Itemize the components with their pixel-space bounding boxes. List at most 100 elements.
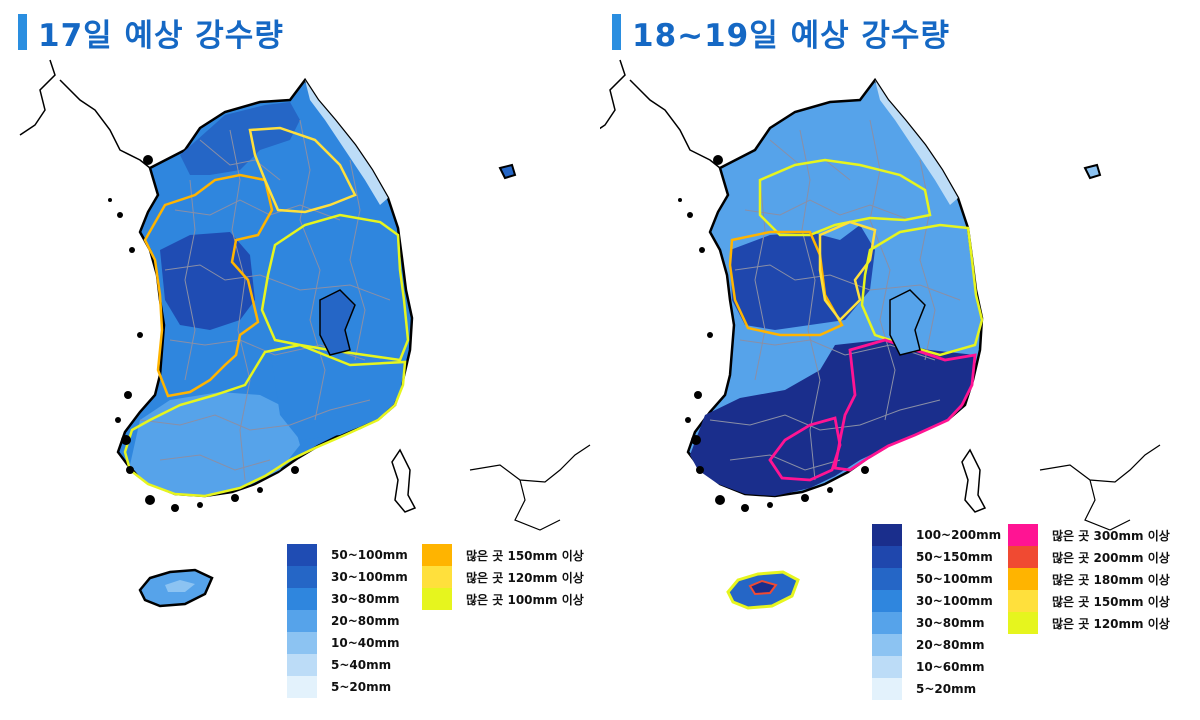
rainfall-map-day18-19 bbox=[600, 59, 1161, 610]
legend-swatch bbox=[287, 566, 317, 588]
legend-item: 많은 곳 180mm 이상 bbox=[1008, 568, 1170, 590]
district-boundaries bbox=[139, 119, 391, 481]
legend-swatch bbox=[1008, 568, 1038, 590]
panel-day17: 17일 예상 강수량 bbox=[18, 14, 591, 698]
japan-coastline-2 bbox=[469, 444, 591, 531]
legend-swatch bbox=[287, 544, 317, 566]
outline-120mm bbox=[248, 126, 357, 214]
legend-swatch bbox=[287, 676, 317, 698]
inland-lake bbox=[319, 289, 356, 356]
chungcheong-region bbox=[730, 225, 875, 330]
title-accent-bar bbox=[18, 14, 27, 50]
legend-label: 10~40mm bbox=[331, 636, 400, 650]
legend-swatch bbox=[872, 634, 902, 656]
ulleungdo-island bbox=[498, 163, 517, 180]
legend-swatch bbox=[872, 546, 902, 568]
legend-swatch bbox=[872, 590, 902, 612]
legend-label: 많은 곳 150mm 이상 bbox=[1052, 594, 1170, 609]
legend-item: 많은 곳 200mm 이상 bbox=[1008, 546, 1170, 568]
legend-label: 많은 곳 200mm 이상 bbox=[1052, 550, 1170, 565]
legend-label: 100~200mm bbox=[916, 528, 1002, 542]
legend-item: 5~20mm bbox=[872, 678, 977, 700]
legend-swatch bbox=[1008, 612, 1038, 634]
legend-swatch bbox=[422, 566, 452, 588]
ulleungdo-island bbox=[1083, 163, 1102, 180]
panel-title: 17일 예상 강수량 bbox=[38, 18, 284, 54]
district-boundaries bbox=[709, 119, 961, 481]
outline-120mm-east bbox=[860, 223, 984, 357]
jeju-outline-200mm bbox=[748, 579, 778, 596]
legend-label: 30~80mm bbox=[331, 592, 400, 606]
legend-label: 많은 곳 120mm 이상 bbox=[1052, 616, 1170, 631]
legend-item: 30~80mm bbox=[872, 612, 985, 634]
outline-150mm bbox=[143, 173, 274, 398]
legend-label: 10~60mm bbox=[916, 660, 985, 674]
coastal-islands bbox=[108, 155, 299, 512]
outline-100mm-south bbox=[123, 343, 407, 498]
legend-label: 5~20mm bbox=[916, 682, 977, 696]
northern-coastline bbox=[600, 59, 721, 169]
japan-coastline bbox=[391, 448, 417, 513]
legend-item: 10~40mm bbox=[287, 632, 400, 654]
legend-swatch bbox=[872, 656, 902, 678]
legend-item: 30~80mm bbox=[287, 588, 400, 610]
legend-swatch bbox=[287, 654, 317, 676]
gyeonggi-region bbox=[180, 102, 300, 175]
legend-label: 50~100mm bbox=[916, 572, 993, 586]
legend-item: 10~60mm bbox=[872, 656, 985, 678]
legend-item: 많은 곳 120mm 이상 bbox=[422, 566, 584, 588]
legend-swatch bbox=[287, 588, 317, 610]
legend-label: 많은 곳 180mm 이상 bbox=[1052, 572, 1170, 587]
japan-coastline-2 bbox=[1039, 444, 1161, 531]
legend-swatch bbox=[422, 544, 452, 566]
east-coast-strip bbox=[305, 80, 388, 205]
legend-swatch bbox=[1008, 546, 1038, 568]
legend-swatch bbox=[287, 632, 317, 654]
legend-item: 많은 곳 300mm 이상 bbox=[1008, 524, 1170, 546]
legend-item: 20~80mm bbox=[287, 610, 399, 632]
panel-day18-19: 18~19일 예상 강수량 bbox=[600, 0, 1200, 720]
outline-120mm-north bbox=[758, 158, 932, 237]
legend-label: 20~80mm bbox=[916, 638, 985, 652]
legend-label: 많은 곳 120mm 이상 bbox=[466, 570, 584, 585]
jeju-center bbox=[165, 580, 195, 592]
northern-coastline bbox=[19, 59, 151, 169]
legend-item: 많은 곳 150mm 이상 bbox=[1008, 590, 1170, 612]
legend-swatch bbox=[872, 568, 902, 590]
legend-label: 50~150mm bbox=[916, 550, 993, 564]
japan-coastline bbox=[961, 448, 987, 513]
legend-swatch bbox=[872, 678, 902, 700]
legend-label: 5~20mm bbox=[331, 680, 392, 694]
panel-title: 18~19일 예상 강수량 bbox=[632, 18, 950, 54]
legend-item: 50~100mm bbox=[287, 544, 408, 566]
outline-300mm bbox=[833, 338, 977, 472]
inland-lake bbox=[889, 289, 926, 356]
legend-swatch bbox=[422, 588, 452, 610]
title-accent-bar bbox=[612, 14, 621, 50]
legend-item: 100~200mm bbox=[872, 524, 1002, 546]
legend-item: 30~100mm bbox=[287, 566, 408, 588]
legend-item: 많은 곳 120mm 이상 bbox=[1008, 612, 1170, 634]
legend-item: 5~20mm bbox=[287, 676, 392, 698]
coastal-islands bbox=[678, 155, 869, 512]
legend-item: 30~100mm bbox=[872, 590, 993, 612]
legend-label: 30~100mm bbox=[331, 570, 408, 584]
legend-label: 많은 곳 100mm 이상 bbox=[466, 592, 584, 607]
legend-swatch bbox=[287, 610, 317, 632]
legend-swatch bbox=[872, 524, 902, 546]
honam-south-region bbox=[130, 392, 300, 495]
outline-100mm-east bbox=[260, 213, 410, 362]
legend-swatch bbox=[872, 612, 902, 634]
legend-label: 많은 곳 300mm 이상 bbox=[1052, 528, 1170, 543]
legend-item: 20~80mm bbox=[872, 634, 985, 656]
legend-label: 30~80mm bbox=[916, 616, 985, 630]
legend-label: 50~100mm bbox=[331, 548, 408, 562]
chungcheong-region bbox=[160, 232, 255, 330]
legend-label: 30~100mm bbox=[916, 594, 993, 608]
outline-300mm-west bbox=[768, 416, 842, 482]
east-coast-strip bbox=[875, 80, 958, 205]
outline-180mm bbox=[728, 230, 844, 337]
outline-150mm bbox=[818, 220, 877, 322]
legend-item: 50~100mm bbox=[872, 568, 993, 590]
legend-item: 50~150mm bbox=[872, 546, 993, 568]
